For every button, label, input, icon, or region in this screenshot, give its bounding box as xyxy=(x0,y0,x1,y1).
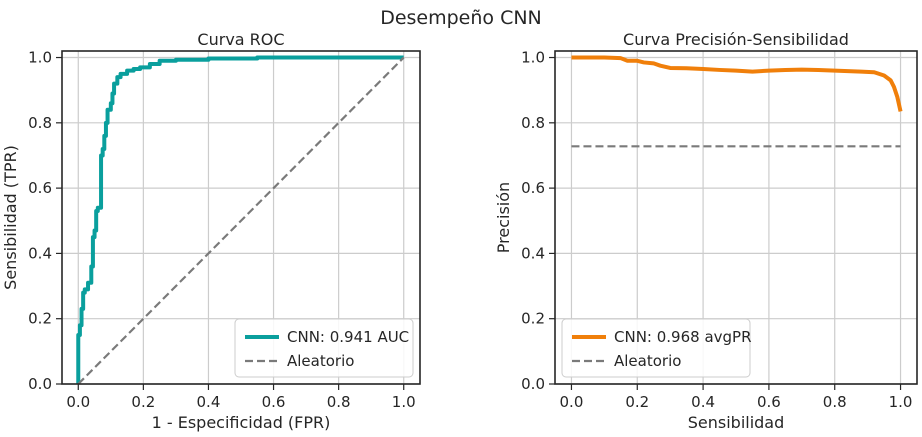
y-tick-label: 1.0 xyxy=(521,49,545,67)
y-tick-label: 0.8 xyxy=(28,114,52,132)
legend-entry-label: Aleatorio xyxy=(614,352,681,370)
subplot-title: Curva Precisión-Sensibilidad xyxy=(623,30,849,49)
x-tick-label: 0.2 xyxy=(625,393,649,411)
x-tick-label: 1.0 xyxy=(889,393,913,411)
legend: CNN: 0.941 AUC Aleatorio xyxy=(234,318,414,378)
y-tick-label: 0.8 xyxy=(521,114,545,132)
legend-entry-label: Aleatorio xyxy=(287,352,354,370)
y-tick-label: 0.4 xyxy=(521,244,545,262)
pr-panel: 0.0 0.2 0.4 0.6 0.8 1.0 0.0 0.2 0.4 0.6 0.8 1.0 Curv… xyxy=(494,30,918,432)
legend: CNN: 0.968 avgPR Aleatorio xyxy=(561,318,752,378)
roc-panel: 0.0 0.2 0.4 0.6 0.8 1.0 0.0 0.2 0.4 0.6 0.8 1.0 Curv… xyxy=(1,30,421,432)
y-tick-label: 0.2 xyxy=(521,310,545,328)
x-tick-label: 0.0 xyxy=(560,393,584,411)
y-tick-label: 0.0 xyxy=(28,375,52,393)
legend-box xyxy=(561,318,751,378)
y-axis-label: Sensibilidad (TPR) xyxy=(1,145,20,290)
baseline-series-line xyxy=(77,56,405,385)
x-axis-label: 1 - Especificidad (FPR) xyxy=(152,413,331,432)
figure-title: Desempeño CNN xyxy=(380,7,542,29)
cnn-series-line xyxy=(76,55,404,384)
x-tick-label: 0.6 xyxy=(262,393,286,411)
axes-frame xyxy=(554,50,918,385)
y-tick-label: 1.0 xyxy=(28,49,52,67)
legend-entry-label: CNN: 0.941 AUC xyxy=(287,328,409,346)
y-tick-label: 0.2 xyxy=(28,310,52,328)
x-tick-label: 0.0 xyxy=(66,393,90,411)
x-tick-label: 0.6 xyxy=(757,393,781,411)
x-axis-label: Sensibilidad xyxy=(688,413,785,432)
subplot-title: Curva ROC xyxy=(197,30,284,49)
y-tick-label: 0.6 xyxy=(521,179,545,197)
legend-entry-label: CNN: 0.968 avgPR xyxy=(614,328,752,346)
x-tick-label: 0.8 xyxy=(327,393,351,411)
legend-box xyxy=(234,318,414,378)
y-axis-label: Precisión xyxy=(494,182,513,253)
cnn-series-line xyxy=(571,55,903,112)
y-tick-label: 0.4 xyxy=(28,244,52,262)
x-tick-label: 0.4 xyxy=(691,393,715,411)
axes-frame xyxy=(61,50,421,385)
y-tick-label: 0.6 xyxy=(28,179,52,197)
x-tick-label: 0.2 xyxy=(131,393,155,411)
x-tick-label: 1.0 xyxy=(392,393,416,411)
x-tick-label: 0.4 xyxy=(197,393,221,411)
x-tick-label: 0.8 xyxy=(823,393,847,411)
y-tick-label: 0.0 xyxy=(521,375,545,393)
